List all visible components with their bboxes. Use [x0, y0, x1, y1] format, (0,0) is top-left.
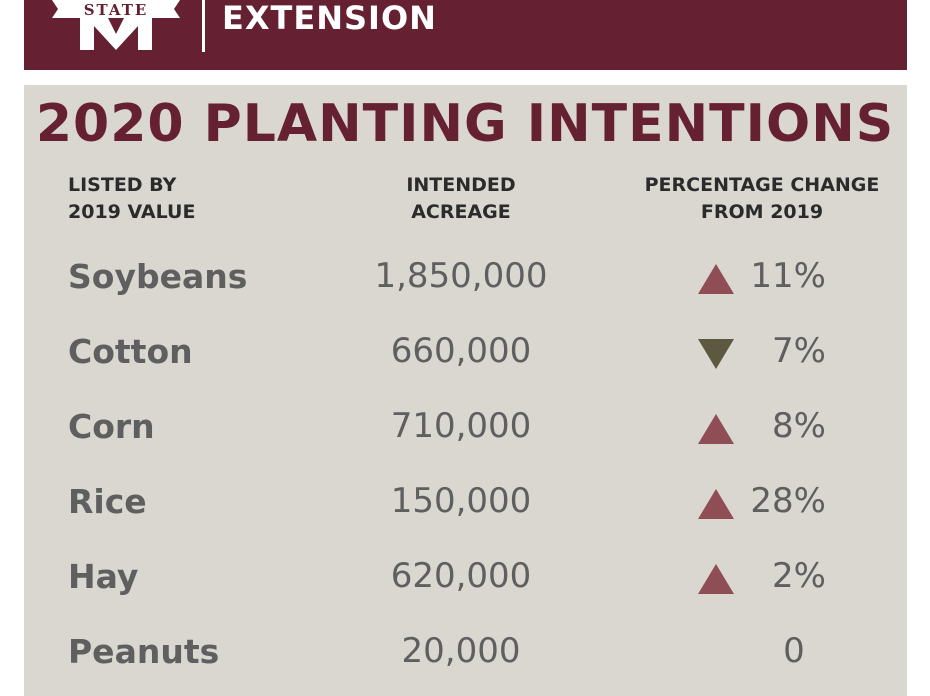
chart-title: 2020 PLANTING INTENTIONS: [35, 94, 895, 154]
logo-text: STATE: [84, 1, 149, 19]
column-header-acreage-line1: INTENDED: [406, 174, 516, 196]
column-header-change-line2: FROM 2019: [700, 201, 824, 223]
intended-acreage: 150,000: [390, 481, 532, 521]
decrease-triangle-icon: [698, 339, 734, 369]
crop-name: Rice: [68, 482, 147, 521]
table-row: Peanuts 20,000 0: [24, 615, 907, 688]
column-header-acreage: INTENDED ACREAGE: [361, 172, 561, 226]
increase-triangle-icon: [698, 264, 734, 294]
crop-name: Soybeans: [68, 257, 248, 296]
percentage-change: 2%: [772, 556, 826, 596]
column-header-crop-line2: 2019 VALUE: [68, 201, 196, 223]
intended-acreage: 620,000: [390, 556, 532, 596]
header-banner: STATE EXTENSION: [24, 0, 907, 70]
column-header-crop-line1: LISTED BY: [68, 174, 177, 196]
percentage-change: 7%: [772, 331, 826, 371]
table-row: Cotton 660,000 7%: [24, 315, 907, 388]
crop-name: Cotton: [68, 332, 193, 371]
msu-state-logo: STATE: [52, 0, 180, 50]
brand-name: EXTENSION: [222, 0, 437, 37]
increase-triangle-icon: [698, 489, 734, 519]
table-row: Soybeans 1,850,000 11%: [24, 240, 907, 313]
intended-acreage: 1,850,000: [374, 256, 548, 296]
column-header-change: PERCENTAGE CHANGE FROM 2019: [642, 172, 882, 226]
increase-triangle-icon: [698, 414, 734, 444]
column-header-change-line1: PERCENTAGE CHANGE: [644, 174, 880, 196]
intended-acreage: 710,000: [390, 406, 532, 446]
column-header-crop: LISTED BY 2019 VALUE: [68, 172, 195, 226]
header-divider: [202, 0, 205, 52]
intended-acreage: 20,000: [401, 631, 521, 671]
percentage-change: 8%: [772, 406, 826, 446]
percentage-change: 0: [783, 631, 805, 671]
crop-name: Peanuts: [68, 632, 220, 671]
crop-name: Hay: [68, 557, 139, 596]
table-row: Rice 150,000 28%: [24, 465, 907, 538]
column-header-acreage-line2: ACREAGE: [411, 201, 511, 223]
percentage-change: 11%: [750, 256, 826, 296]
increase-triangle-icon: [698, 564, 734, 594]
percentage-change: 28%: [750, 481, 826, 521]
table-row: Corn 710,000 8%: [24, 390, 907, 463]
crop-name: Corn: [68, 407, 155, 446]
intended-acreage: 660,000: [390, 331, 532, 371]
table-row: Hay 620,000 2%: [24, 540, 907, 613]
